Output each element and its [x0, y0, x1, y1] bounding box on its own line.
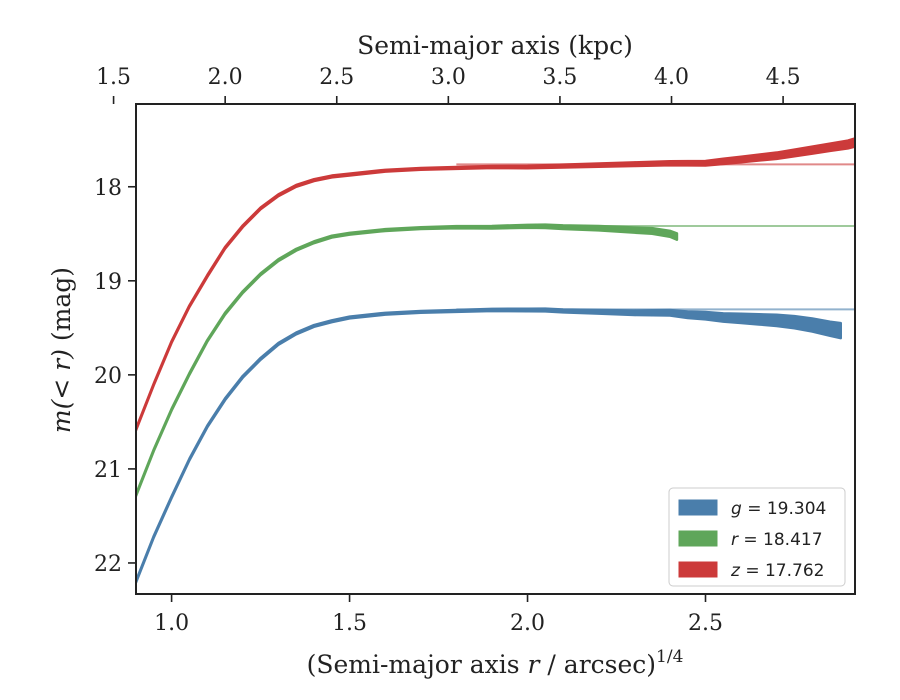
top-tick-label: 3.0 [431, 65, 466, 90]
top-tick-label: 4.0 [654, 65, 689, 90]
x-axis-top: 1.5 2.0 2.5 3.0 3.5 4.0 4.5 [96, 65, 801, 104]
y-tick-label: 19 [94, 270, 122, 295]
band-g [136, 307, 842, 584]
top-tick-label: 2.5 [319, 65, 354, 90]
top-tick-label: 4.5 [766, 65, 801, 90]
band-z [136, 137, 855, 432]
x-axis-bottom: 1.0 1.5 2.0 2.5 [154, 594, 723, 636]
y-tick-label: 21 [94, 458, 122, 483]
x-tick-label: 1.5 [332, 611, 367, 636]
x-tick-label: 1.0 [154, 611, 189, 636]
x-tick-label: 2.0 [510, 611, 545, 636]
y-axis-left: 18 19 20 21 22 [94, 176, 136, 577]
band-r [136, 223, 679, 498]
y-tick-label: 20 [94, 364, 122, 389]
legend: g = 19.304 r = 18.417 z = 17.762 [668, 487, 846, 587]
top-tick-label: 1.5 [96, 65, 131, 90]
legend-swatch-r [678, 530, 718, 547]
top-tick-label: 2.0 [208, 65, 243, 90]
y-axis-title: m(< r) (mag) [47, 267, 76, 433]
top-tick-label: 3.5 [542, 65, 577, 90]
plot-frame [135, 103, 856, 595]
plot-area [136, 137, 855, 584]
x-tick-label: 2.5 [688, 611, 723, 636]
legend-swatch-z [678, 561, 718, 578]
x-axis-title: (Semi-major axis r / arcsec)1/4 [307, 647, 684, 679]
legend-swatch-g [678, 499, 718, 516]
legend-label-g: g = 19.304 [731, 499, 826, 519]
y-tick-label: 18 [94, 176, 122, 201]
y-tick-label: 22 [94, 552, 122, 577]
top-axis-title: Semi-major axis (kpc) [357, 31, 633, 60]
legend-label-z: z = 17.762 [730, 561, 824, 581]
legend-label-r: r = 18.417 [731, 530, 823, 550]
